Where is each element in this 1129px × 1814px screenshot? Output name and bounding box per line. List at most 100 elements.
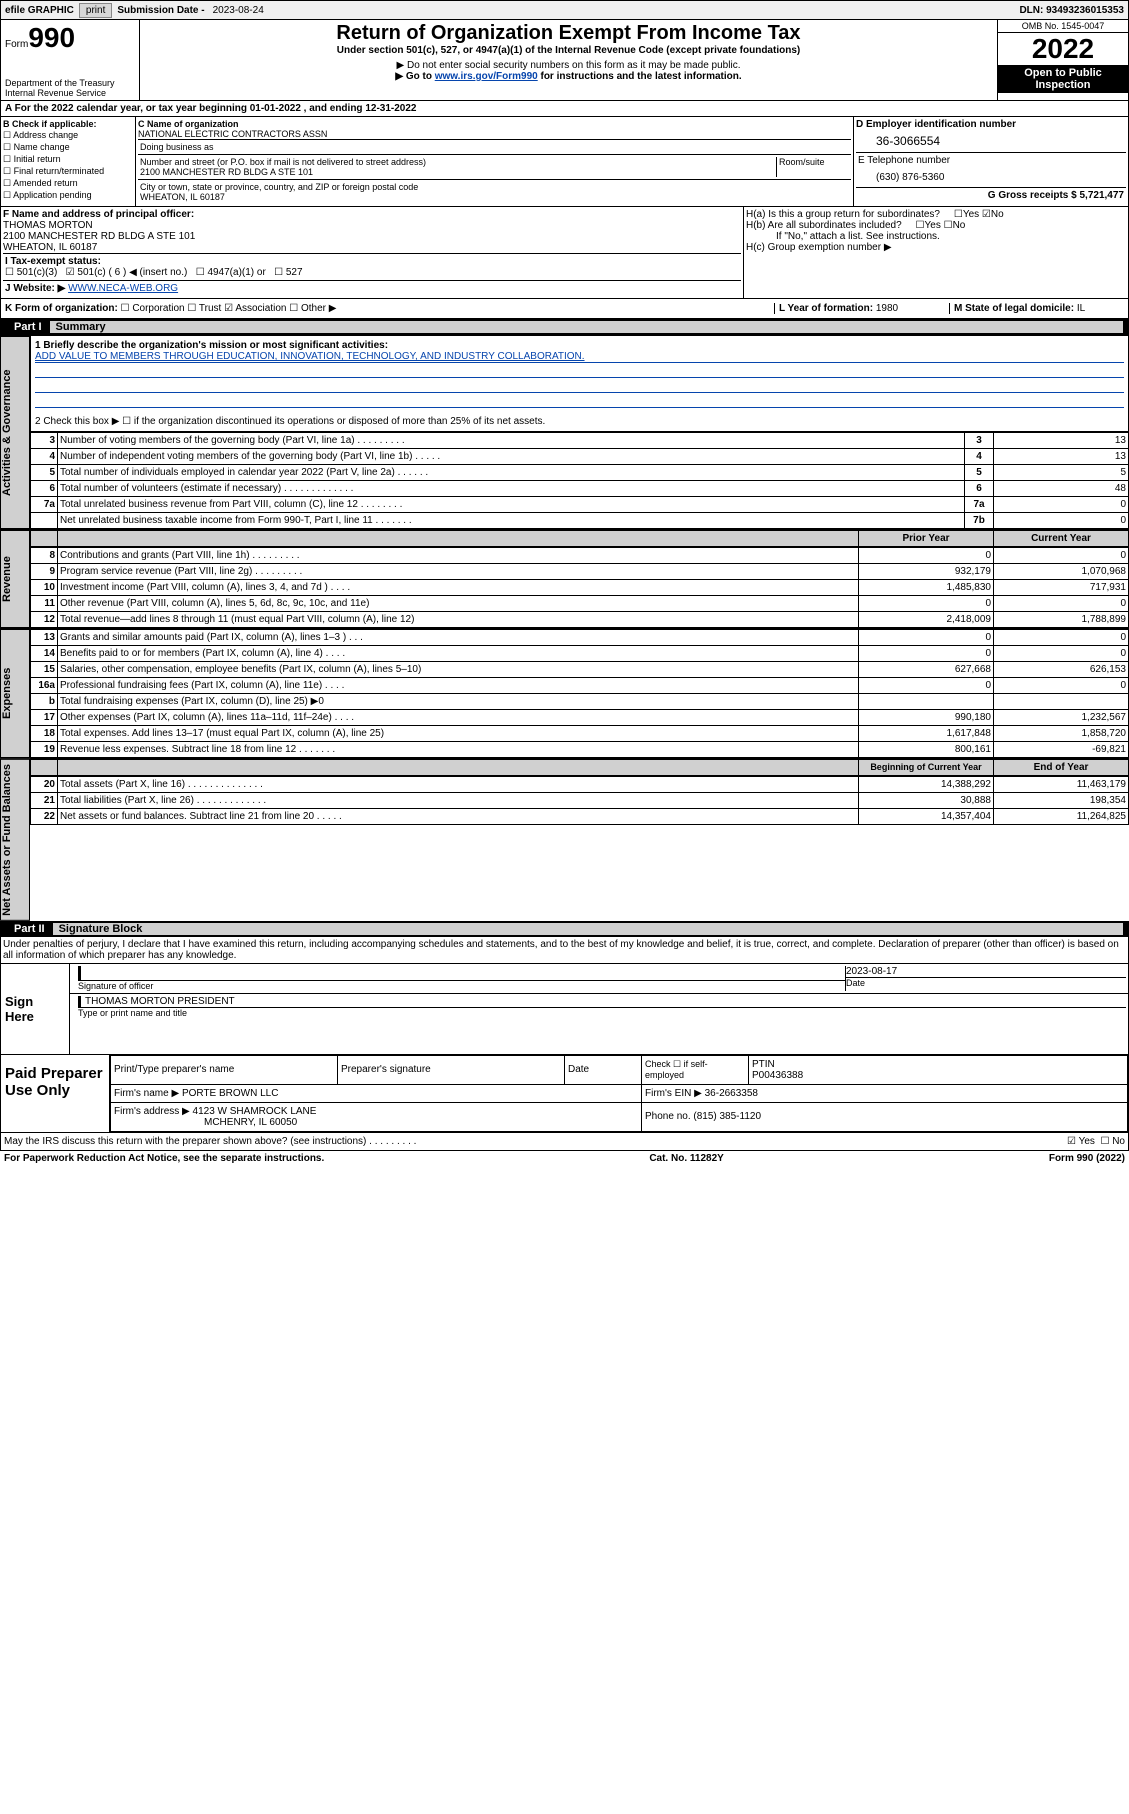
hc-label: H(c) Group exemption number ▶ — [746, 242, 1126, 253]
top-toolbar: efile GRAPHIC print Submission Date - 20… — [0, 0, 1129, 20]
netassets-header: Beginning of Current YearEnd of Year — [30, 759, 1129, 776]
discuss-no[interactable]: ☐ No — [1100, 1136, 1125, 1147]
firm-ein: 36-2663358 — [705, 1088, 758, 1099]
governance-table: 3Number of voting members of the governi… — [30, 432, 1129, 529]
ptin-label: PTIN — [752, 1059, 775, 1070]
sig-officer-label: Signature of officer — [78, 980, 845, 991]
officer-name: THOMAS MORTON — [3, 220, 741, 231]
room-label: Room/suite — [776, 157, 849, 177]
form-header: Form990 Department of the Treasury Inter… — [0, 20, 1129, 101]
officer-city: WHEATON, IL 60187 — [3, 242, 741, 253]
paid-preparer-section: Paid Preparer Use Only Print/Type prepar… — [0, 1055, 1129, 1133]
i-527: 527 — [286, 267, 303, 278]
sidecol-netassets: Net Assets or Fund Balances — [0, 759, 30, 921]
netassets-table: 20Total assets (Part X, line 16) . . . .… — [30, 776, 1129, 825]
f-label: F Name and address of principal officer: — [3, 209, 741, 220]
c-name-label: C Name of organization — [138, 119, 851, 129]
chk-initial[interactable]: ☐ Initial return — [3, 154, 133, 165]
website-link[interactable]: WWW.NECA-WEB.ORG — [68, 283, 178, 294]
city-value: WHEATON, IL 60187 — [140, 192, 849, 202]
chk-final[interactable]: ☐ Final return/terminated — [3, 166, 133, 177]
dba-label: Doing business as — [138, 139, 851, 154]
efile-label: efile GRAPHIC — [1, 5, 78, 16]
form-prefix: Form — [5, 39, 28, 50]
tel-value: (630) 876-5360 — [856, 168, 1126, 187]
revenue-table: 8Contributions and grants (Part VIII, li… — [30, 547, 1129, 628]
omb-number: OMB No. 1545-0047 — [998, 20, 1128, 33]
dept-label: Department of the Treasury — [5, 78, 135, 88]
discuss-label: May the IRS discuss this return with the… — [4, 1136, 1067, 1147]
sig-name-label: Type or print name and title — [78, 1007, 1126, 1018]
section-d-e-g: D Employer identification number 36-3066… — [854, 117, 1128, 206]
expenses-table: 13Grants and similar amounts paid (Part … — [30, 629, 1129, 758]
chk-pending[interactable]: ☐ Application pending — [3, 190, 133, 201]
prep-sig-label: Preparer's signature — [338, 1055, 565, 1084]
print-button[interactable]: print — [79, 3, 112, 18]
i-4947: 4947(a)(1) or — [207, 267, 265, 278]
firm-ein-label: Firm's EIN ▶ — [645, 1088, 705, 1099]
l-val: 1980 — [876, 303, 898, 314]
prep-name-label: Print/Type preparer's name — [111, 1055, 338, 1084]
section-b: B Check if applicable: ☐ Address change … — [1, 117, 136, 206]
street-label: Number and street (or P.O. box if mail i… — [140, 157, 776, 167]
street-value: 2100 MANCHESTER RD BLDG A STE 101 — [140, 167, 776, 177]
sig-date: 2023-08-17 — [846, 966, 1126, 977]
sig-name: THOMAS MORTON PRESIDENT — [78, 996, 1126, 1007]
m-label: M State of legal domicile: — [954, 303, 1077, 314]
firm-name-label: Firm's name ▶ — [114, 1088, 182, 1099]
inspection-badge: Open to Public Inspection — [998, 65, 1128, 93]
g-label: G Gross receipts $ — [988, 190, 1080, 201]
e-label: E Telephone number — [856, 152, 1126, 168]
footer-left: For Paperwork Reduction Act Notice, see … — [4, 1153, 324, 1164]
sign-here-section: Sign Here Signature of officer 2023-08-1… — [0, 964, 1129, 1055]
subdate-value: 2023-08-24 — [209, 5, 268, 16]
prep-date-label: Date — [565, 1055, 642, 1084]
ptin-value: P00436388 — [752, 1070, 803, 1081]
goto-prefix: ▶ Go to — [395, 71, 434, 82]
sign-here-label: Sign Here — [1, 964, 70, 1054]
paid-label: Paid Preparer Use Only — [1, 1055, 110, 1132]
section-c: C Name of organization NATIONAL ELECTRIC… — [136, 117, 854, 206]
k-label: K Form of organization: — [5, 303, 118, 314]
footer-mid: Cat. No. 11282Y — [649, 1153, 723, 1164]
form-subtitle-2: ▶ Do not enter social security numbers o… — [142, 60, 995, 71]
org-name: NATIONAL ELECTRIC CONTRACTORS ASSN — [138, 129, 851, 139]
line2-text: 2 Check this box ▶ ☐ if the organization… — [35, 416, 1124, 427]
sidecol-expenses: Expenses — [0, 629, 30, 758]
i-501c3: 501(c)(3) — [17, 267, 58, 278]
officer-addr: 2100 MANCHESTER RD BLDG A STE 101 — [3, 231, 741, 242]
city-label: City or town, state or province, country… — [140, 182, 849, 192]
i-501c: 501(c) ( 6 ) ◀ (insert no.) — [77, 267, 187, 278]
sig-declaration: Under penalties of perjury, I declare th… — [0, 937, 1129, 964]
dln-value: 93493236015353 — [1046, 5, 1124, 16]
irs-link[interactable]: www.irs.gov/Form990 — [435, 71, 538, 82]
ein-value: 36-3066554 — [856, 130, 1126, 152]
firm-addr-label: Firm's address ▶ — [114, 1106, 193, 1117]
revenue-header: Prior YearCurrent Year — [30, 530, 1129, 547]
firm-name: PORTE BROWN LLC — [182, 1088, 279, 1099]
irs-label: Internal Revenue Service — [5, 88, 135, 98]
part2-header: Part IISignature Block — [0, 921, 1129, 937]
form-title: Return of Organization Exempt From Incom… — [142, 22, 995, 45]
dln-label: DLN: — [1019, 5, 1046, 16]
chk-name[interactable]: ☐ Name change — [3, 142, 133, 153]
chk-address[interactable]: ☐ Address change — [3, 130, 133, 141]
l-label: L Year of formation: — [779, 303, 876, 314]
footer-right: Form 990 (2022) — [1049, 1153, 1125, 1164]
firm-phone-label: Phone no. — [645, 1111, 693, 1122]
form-number: 990 — [28, 22, 75, 53]
tax-year: 2022 — [998, 33, 1128, 65]
hb-note: If "No," attach a list. See instructions… — [746, 231, 1126, 242]
b-label: B Check if applicable: — [3, 119, 133, 129]
hb-label: H(b) Are all subordinates included? — [746, 220, 902, 231]
i-label: I Tax-exempt status: — [5, 256, 101, 267]
form-subtitle-1: Under section 501(c), 527, or 4947(a)(1)… — [142, 45, 995, 56]
mission-label: 1 Briefly describe the organization's mi… — [35, 340, 1124, 351]
sig-date-label: Date — [846, 977, 1126, 988]
mission-text: ADD VALUE TO MEMBERS THROUGH EDUCATION, … — [35, 351, 1124, 363]
prep-check: Check ☐ if self-employed — [642, 1055, 749, 1084]
calendar-year-line: A For the 2022 calendar year, or tax yea… — [0, 101, 1129, 117]
part1-header: Part ISummary — [0, 319, 1129, 335]
chk-amended[interactable]: ☐ Amended return — [3, 178, 133, 189]
discuss-yes[interactable]: ☑ Yes — [1067, 1136, 1095, 1147]
